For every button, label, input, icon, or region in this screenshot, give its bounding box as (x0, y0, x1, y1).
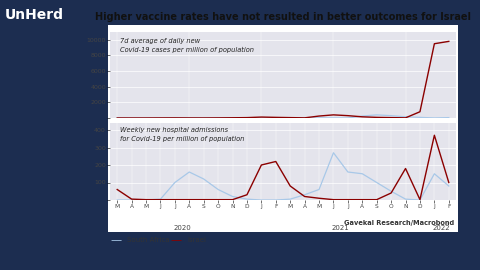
Text: Israel: Israel (187, 237, 206, 243)
Text: 2021: 2021 (332, 225, 349, 231)
Text: UnHerd: UnHerd (5, 8, 64, 22)
Text: Higher vaccine rates have not resulted in better outcomes for Israel: Higher vaccine rates have not resulted i… (95, 12, 471, 22)
Text: Weekly new hospital admissions
for Covid-19 per million of population: Weekly new hospital admissions for Covid… (120, 127, 245, 142)
Text: 2022: 2022 (433, 225, 450, 231)
Text: Gavekal Research/Macrobond: Gavekal Research/Macrobond (344, 220, 454, 226)
Text: —: — (110, 235, 121, 245)
Text: 2020: 2020 (173, 225, 191, 231)
Text: South Africa: South Africa (127, 237, 170, 243)
Text: —: — (170, 235, 181, 245)
Text: 7d average of daily new
Covid-19 cases per million of population: 7d average of daily new Covid-19 cases p… (120, 38, 254, 53)
